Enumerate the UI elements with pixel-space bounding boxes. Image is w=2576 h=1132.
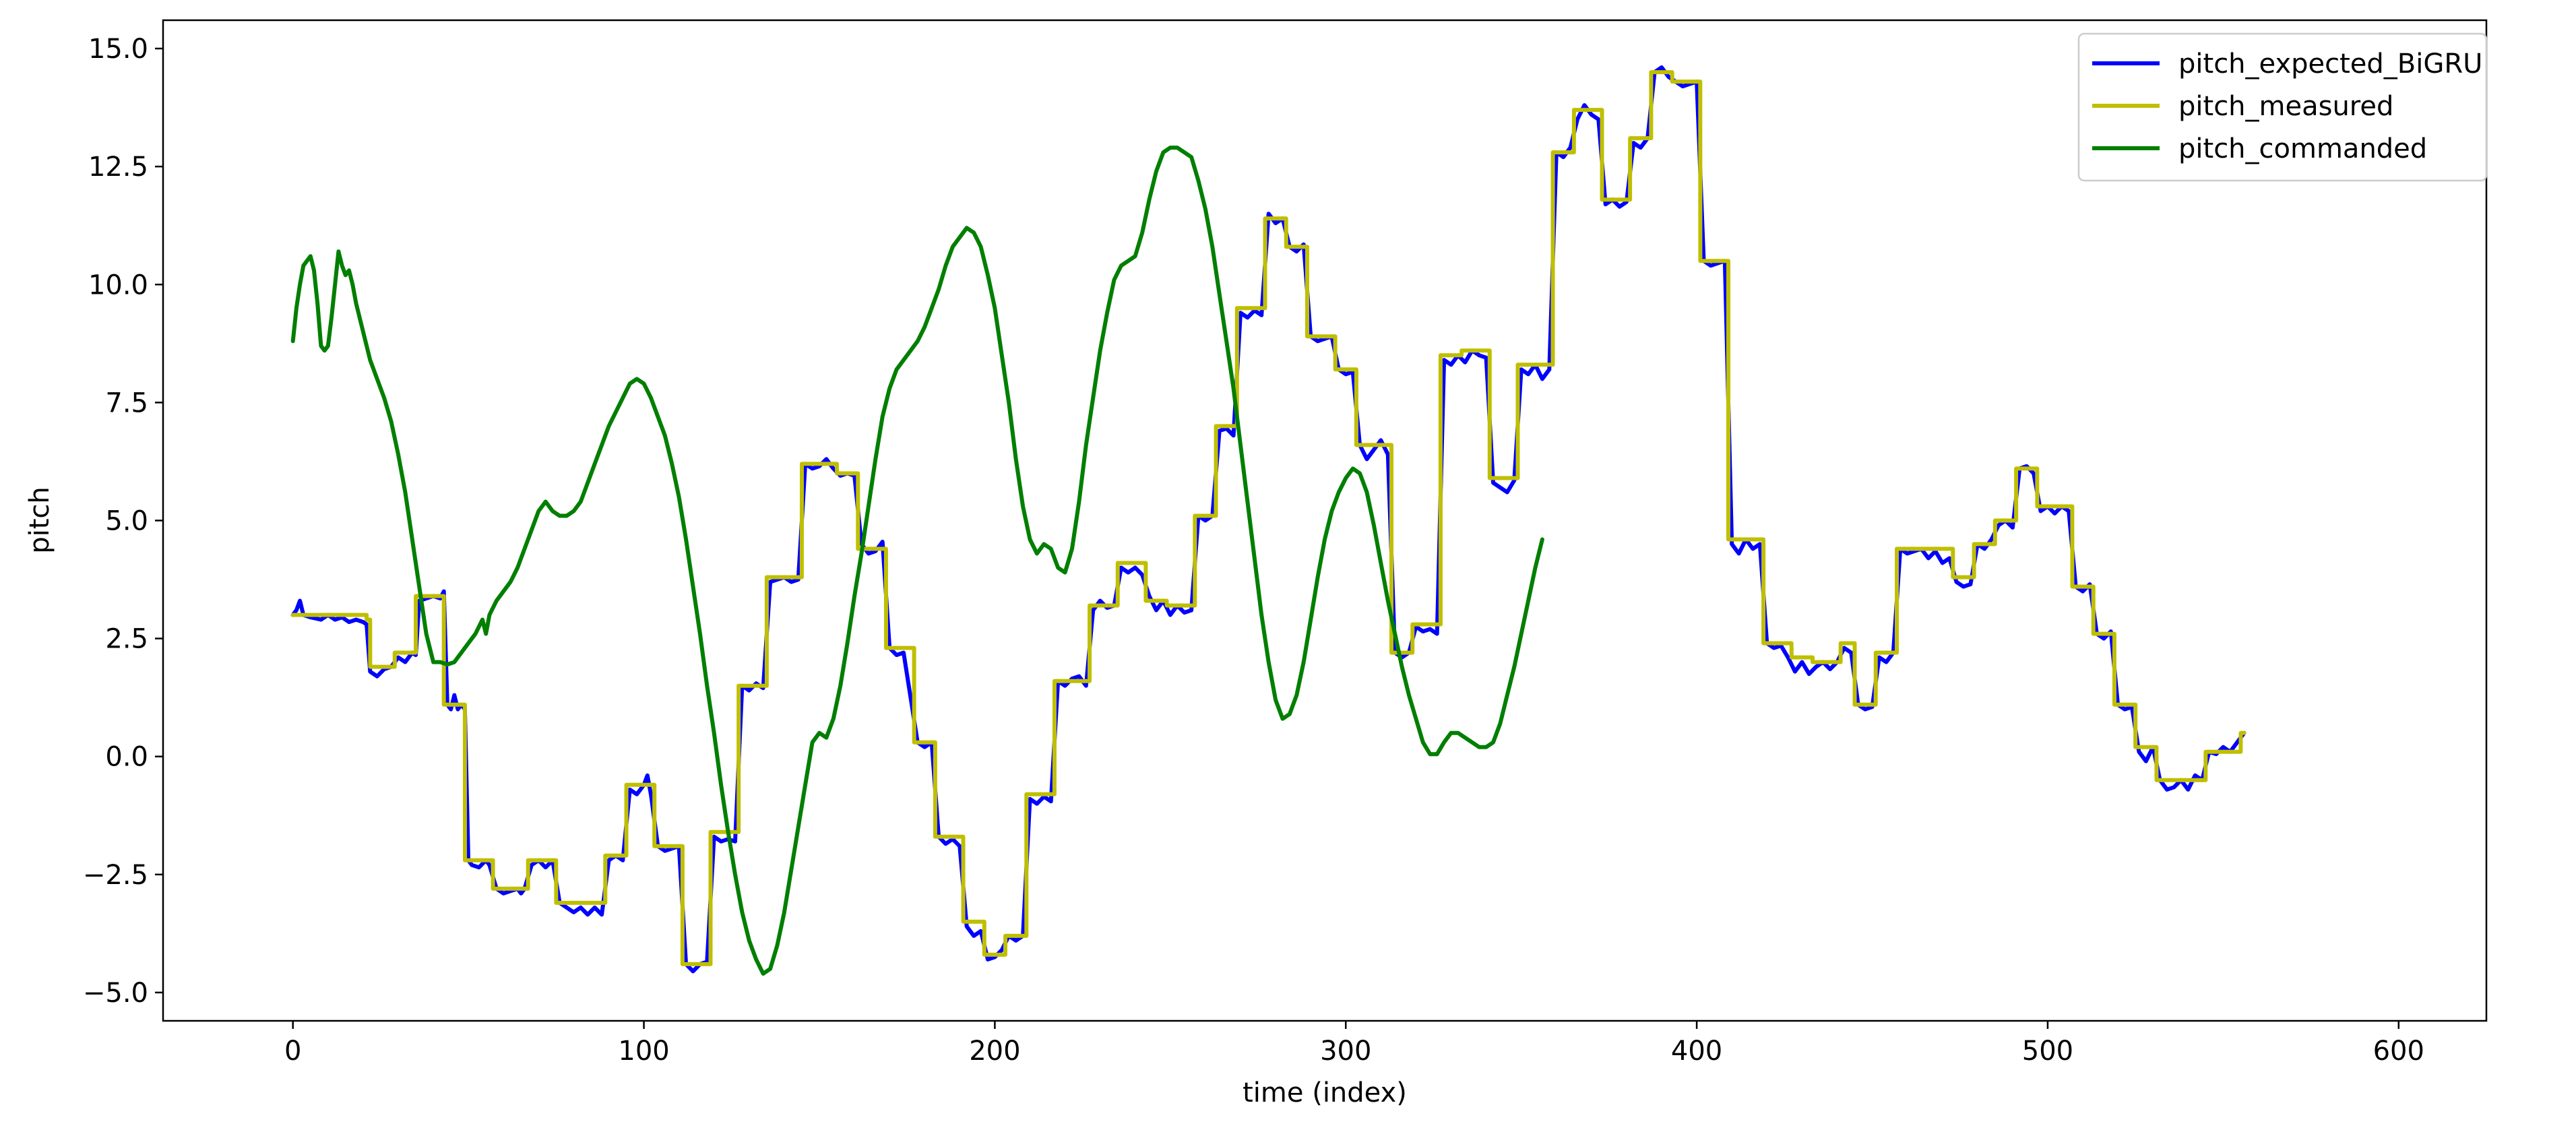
y-tick-label: 2.5	[105, 624, 148, 655]
series-line-pitch-measured	[290, 70, 2247, 966]
y-tick-label: 0.0	[105, 742, 148, 773]
legend-label-pitch-commanded: pitch_commanded	[2178, 133, 2427, 164]
legend: pitch_expected_BiGRU pitch_measured pitc…	[2077, 32, 2488, 182]
y-axis-label: pitch	[24, 486, 55, 554]
legend-box	[2077, 32, 2488, 182]
x-tick-label: 600	[2373, 1036, 2424, 1067]
x-tick-label: 500	[2022, 1036, 2073, 1067]
series-line-pitch-commanded	[290, 146, 1544, 976]
x-tick-label: 200	[969, 1036, 1020, 1067]
y-tick-label: 10.0	[88, 270, 148, 301]
y-axis-ticks: −5.0 −2.5 0.0 2.5 5.0 7.5 10.0 12.5 15.0	[83, 34, 163, 1009]
x-axis-label: time (index)	[1243, 1077, 1407, 1108]
legend-label-pitch-expected-bigru: pitch_expected_BiGRU	[2178, 49, 2482, 80]
y-tick-label: 12.5	[88, 152, 148, 183]
x-tick-label: 300	[1320, 1036, 1371, 1067]
x-tick-label: 400	[1671, 1036, 1722, 1067]
y-tick-label: 15.0	[88, 34, 148, 65]
x-tick-label: 100	[618, 1036, 669, 1067]
legend-label-pitch-measured: pitch_measured	[2178, 91, 2393, 122]
x-axis-ticks: 0 100 200 300 400 500 600	[284, 1021, 2424, 1067]
y-tick-label: −2.5	[83, 860, 148, 891]
y-tick-label: −5.0	[83, 978, 148, 1009]
y-tick-label: 5.0	[105, 506, 148, 537]
y-tick-label: 7.5	[105, 387, 148, 418]
x-tick-label: 0	[284, 1036, 301, 1067]
series-layer	[290, 65, 2247, 976]
